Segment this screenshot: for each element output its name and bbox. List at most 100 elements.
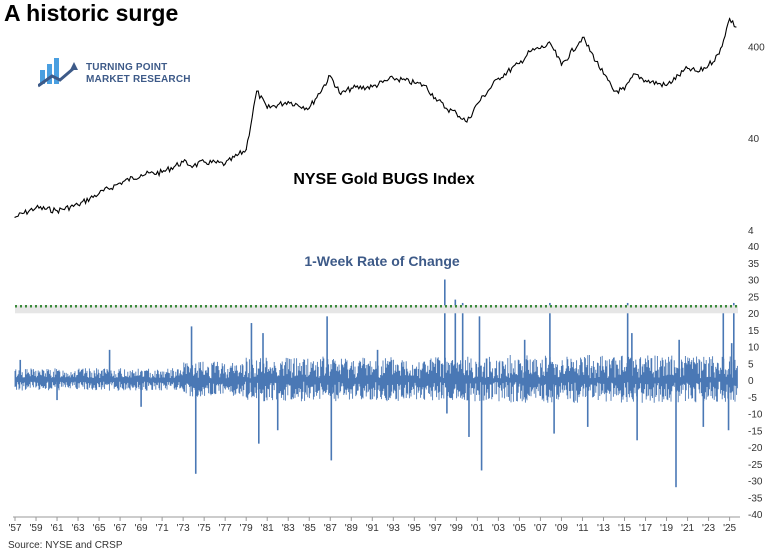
roc-bar bbox=[461, 302, 464, 380]
x-tick-label: '21 bbox=[681, 523, 694, 534]
gold-bugs-point bbox=[35, 207, 37, 209]
bottom-y-tick-label: 5 bbox=[748, 359, 754, 370]
bottom-y-tick-label: -20 bbox=[748, 443, 763, 454]
x-tick-label: '71 bbox=[156, 523, 169, 534]
roc-bar bbox=[444, 279, 446, 380]
bottom-y-tick-label: 15 bbox=[748, 326, 760, 337]
x-tick-label: '63 bbox=[72, 523, 85, 534]
roc-bar bbox=[276, 380, 279, 431]
bar-chart-arrow-icon bbox=[38, 58, 78, 88]
bottom-y-tick-label: 10 bbox=[748, 343, 760, 354]
x-tick-label: '89 bbox=[345, 523, 358, 534]
x-tick-label: '23 bbox=[702, 523, 715, 534]
roc-bar bbox=[480, 380, 483, 471]
x-tick-label: '07 bbox=[534, 523, 547, 534]
bottom-chart-title: 1-Week Rate of Change bbox=[304, 253, 460, 269]
roc-bar bbox=[108, 349, 111, 380]
gold-bugs-point bbox=[697, 71, 699, 73]
roc-bar bbox=[727, 380, 730, 431]
x-tick-label: '69 bbox=[135, 523, 148, 534]
source-note: Source: NYSE and CRSP bbox=[8, 540, 123, 551]
x-tick-label: '03 bbox=[492, 523, 505, 534]
x-tick-label: '15 bbox=[618, 523, 631, 534]
gold-bugs-point bbox=[287, 101, 289, 103]
roc-bar bbox=[56, 380, 58, 401]
gold-bugs-point bbox=[623, 89, 626, 91]
roc-bar bbox=[678, 339, 680, 380]
x-tick-label: '93 bbox=[387, 523, 400, 534]
gold-bugs-point bbox=[14, 216, 16, 218]
bottom-y-tick-label: -40 bbox=[748, 510, 763, 521]
top-chart-title: NYSE Gold BUGS Index bbox=[293, 171, 474, 188]
gold-bugs-point bbox=[161, 171, 163, 173]
gold-bugs-point bbox=[308, 107, 310, 109]
x-tick-label: '17 bbox=[639, 523, 652, 534]
roc-bar bbox=[586, 380, 589, 427]
gold-bugs-chart: NYSE Gold BUGS Index 4 40 400 bbox=[14, 17, 765, 237]
logo-text-line1: TURNING POINT bbox=[86, 62, 168, 73]
x-tick-label: '25 bbox=[723, 523, 736, 534]
x-tick-label: '79 bbox=[240, 523, 253, 534]
x-tick-label: '57 bbox=[8, 523, 21, 534]
x-tick-label: '85 bbox=[303, 523, 316, 534]
gold-bugs-point bbox=[266, 107, 268, 109]
bottom-y-axis: 40 35 30 25 20 15 10 5 0 -5 -10 -15 -20 -25 -30 -35 -40 bbox=[748, 242, 763, 521]
roc-bar bbox=[631, 333, 633, 380]
gold-bugs-point bbox=[707, 64, 710, 66]
x-tick-label: '75 bbox=[198, 523, 211, 534]
x-tick-label: '81 bbox=[261, 523, 274, 534]
top-y-axis: 4 40 400 bbox=[748, 42, 765, 237]
gold-bugs-point bbox=[224, 163, 226, 165]
roc-bar bbox=[262, 333, 264, 380]
bottom-y-tick-label: -35 bbox=[748, 493, 763, 504]
roc-bar bbox=[326, 316, 328, 380]
gold-bugs-point bbox=[529, 51, 531, 53]
x-tick-label: '77 bbox=[219, 523, 232, 534]
gold-bugs-point bbox=[550, 43, 552, 45]
gold-bugs-point bbox=[455, 112, 457, 114]
gold-bugs-point bbox=[466, 121, 468, 123]
x-tick-label: '87 bbox=[324, 523, 337, 534]
roc-bar bbox=[258, 380, 260, 444]
x-tick-label: '97 bbox=[429, 523, 442, 534]
roc-bar bbox=[468, 380, 470, 437]
threshold-band bbox=[15, 305, 738, 314]
x-tick-label: '61 bbox=[51, 523, 64, 534]
logo bbox=[38, 58, 78, 88]
gold-bugs-point bbox=[476, 103, 478, 105]
roc-bar bbox=[549, 302, 551, 380]
gold-bugs-point bbox=[735, 26, 737, 28]
x-tick-label: '95 bbox=[408, 523, 421, 534]
gold-bugs-point bbox=[256, 90, 258, 92]
gold-bugs-point bbox=[424, 84, 426, 87]
bottom-y-tick-label: 40 bbox=[748, 242, 760, 253]
roc-bar bbox=[730, 343, 733, 380]
gold-bugs-point bbox=[613, 90, 615, 92]
gold-bugs-point bbox=[434, 97, 436, 99]
gold-bugs-point bbox=[371, 86, 373, 88]
gold-bugs-point bbox=[182, 161, 184, 163]
x-tick-label: '19 bbox=[660, 523, 673, 534]
roc-bar bbox=[675, 380, 677, 488]
x-tick-label: '05 bbox=[513, 523, 526, 534]
gold-bugs-point bbox=[98, 192, 100, 195]
gold-bugs-point bbox=[560, 64, 563, 66]
gold-bugs-point bbox=[56, 210, 58, 212]
roc-bar bbox=[702, 380, 705, 427]
bottom-y-tick-label: -25 bbox=[748, 460, 763, 471]
gold-bugs-point bbox=[581, 36, 584, 39]
gold-bugs-point bbox=[245, 149, 247, 151]
gold-bugs-point bbox=[193, 165, 195, 167]
x-tick-label: '67 bbox=[114, 523, 127, 534]
gold-bugs-point bbox=[644, 79, 647, 82]
gold-bugs-point bbox=[119, 182, 121, 184]
roc-bar bbox=[140, 380, 142, 407]
bottom-y-tick-label: 20 bbox=[748, 309, 760, 320]
roc-bar bbox=[190, 326, 193, 380]
gold-bugs-point bbox=[518, 62, 521, 65]
roc-bar bbox=[478, 316, 481, 380]
bottom-y-tick-label: -10 bbox=[748, 410, 763, 421]
x-tick-label: '65 bbox=[93, 523, 106, 534]
x-tick-label: '99 bbox=[450, 523, 463, 534]
